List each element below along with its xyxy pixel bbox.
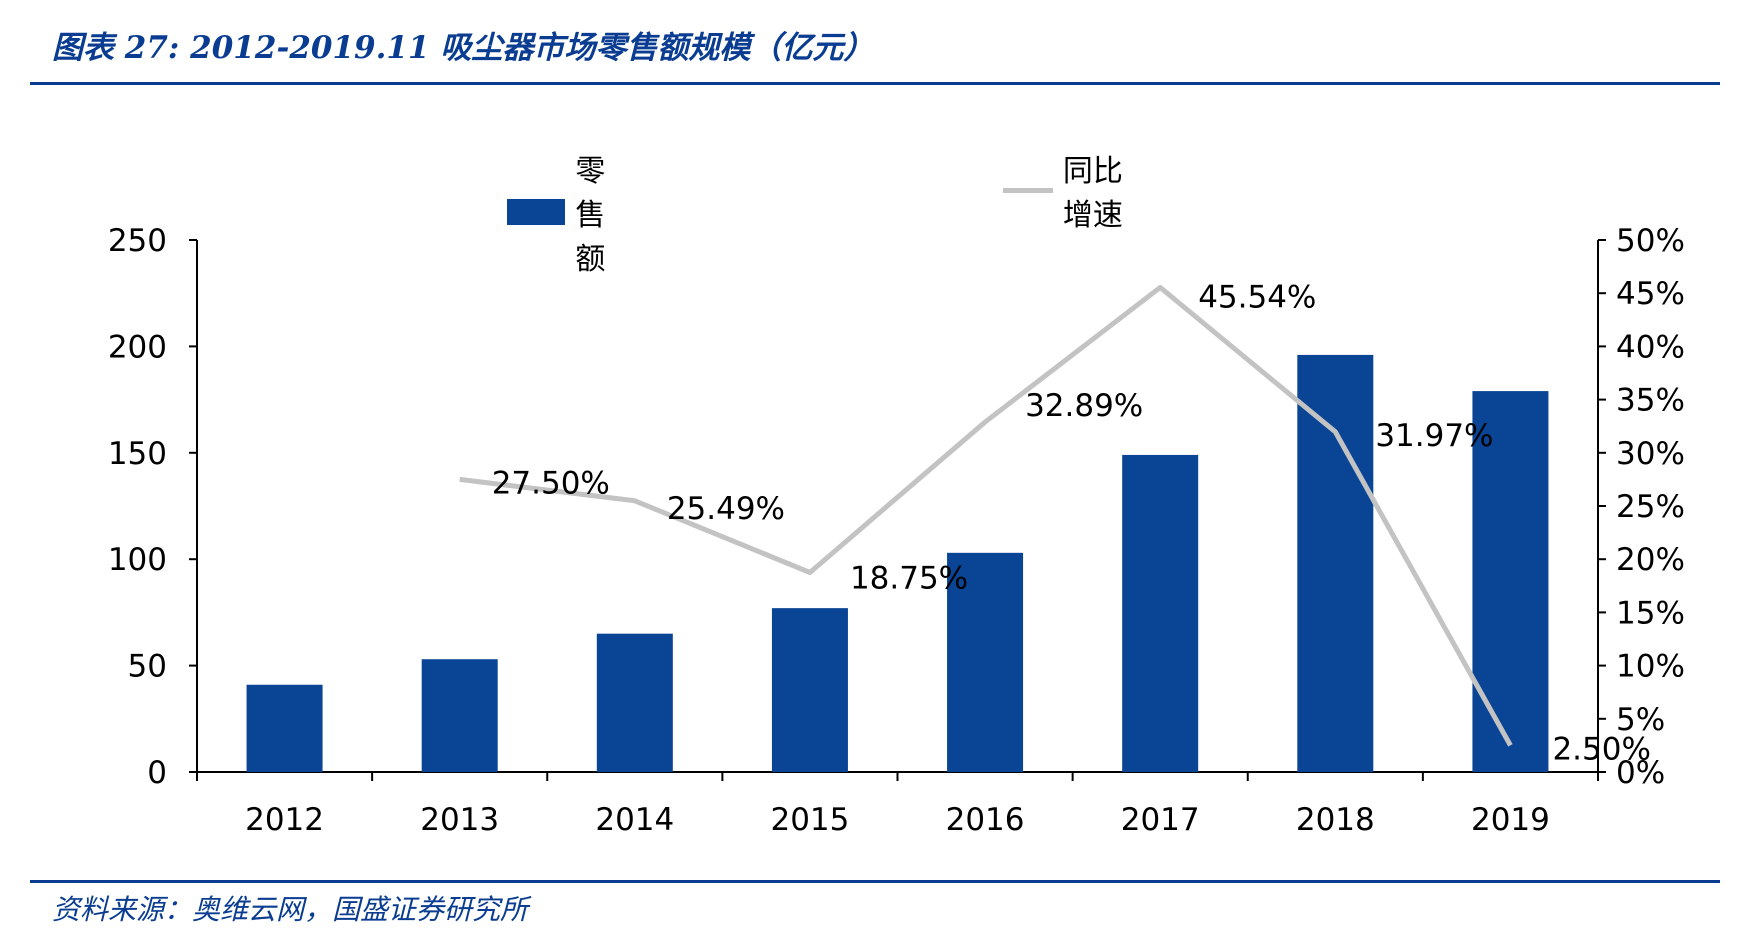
growth-line [459,284,1513,747]
y-left-tick-label: 0 [147,755,167,791]
bar [1472,391,1549,772]
y-right-tick-label: 15% [1616,595,1685,631]
bar [596,633,673,772]
bar [947,552,1024,772]
legend-item-line: 同比增速 [1003,146,1131,234]
y-right-tick-label: 45% [1616,276,1685,312]
legend-line-label: 同比增速 [1062,154,1123,233]
bar [246,684,323,772]
source-note: 资料来源：奥维云网，国盛证券研究所 [52,893,529,926]
y-right-tick-label: 50% [1616,223,1685,259]
footer-divider [30,880,1720,883]
line-data-label: 32.89% [1025,388,1143,424]
legend-bar-label: 零售额 [575,154,606,277]
line-data-label: 31.97% [1375,418,1493,454]
x-tick-label: 2012 [245,802,324,838]
bar [421,659,498,772]
x-tick-label: 2013 [420,802,499,838]
y-right-tick-label: 10% [1616,649,1685,685]
y-left-tick-label: 50 [128,649,167,685]
y-left-tick-label: 250 [108,223,167,259]
bar [1297,354,1374,772]
chart-axes: 0 50 100 150 200 250 0% 5% 10% 15% 20% 25% 30% 35% 40%… [108,223,1685,838]
title-divider [30,82,1720,85]
x-tick-label: 2014 [595,802,674,838]
combo-chart: 0 50 100 150 200 250 0% 5% 10% 15% 20% 25% 30% 35% 40%… [108,223,1685,838]
y-right-tick-label: 30% [1616,436,1685,472]
legend-item-bar: 零售额 [507,146,635,278]
y-right-tick-label: 35% [1616,383,1685,419]
chart-title: 图表 27: 2012-2019.11 吸尘器市场零售额规模（亿元） [52,30,875,66]
x-tick-label: 2017 [1121,802,1200,838]
y-left-tick-label: 200 [108,329,167,365]
y-right-tick-label: 20% [1616,542,1685,578]
x-tick-label: 2018 [1296,802,1375,838]
y-left-tick-label: 100 [108,542,167,578]
x-tick-label: 2019 [1471,802,1550,838]
line-series [459,284,1513,747]
y-right-tick-label: 25% [1616,489,1685,525]
x-tick-label: 2015 [770,802,849,838]
bar [1122,454,1199,772]
legend-line-swatch [1003,187,1053,193]
line-data-label: 2.50% [1552,731,1650,767]
line-data-label: 25.49% [667,491,785,527]
y-right-tick-label: 5% [1616,702,1665,738]
line-data-label: 45.54% [1198,279,1316,315]
x-tick-label: 2016 [946,802,1025,838]
line-data-label: 27.50% [492,465,610,501]
bar-series [246,354,1549,772]
y-right-tick-label: 0% [1616,755,1665,791]
line-data-label: 18.75% [850,561,968,597]
y-right-tick-label: 40% [1616,329,1685,365]
y-left-tick-label: 150 [108,436,167,472]
bar [771,608,848,772]
legend-bar-swatch [507,199,566,225]
data-labels: 27.50% 25.49% 18.75% 32.89% 45.54% 31.97% 2.50… [492,279,1651,767]
